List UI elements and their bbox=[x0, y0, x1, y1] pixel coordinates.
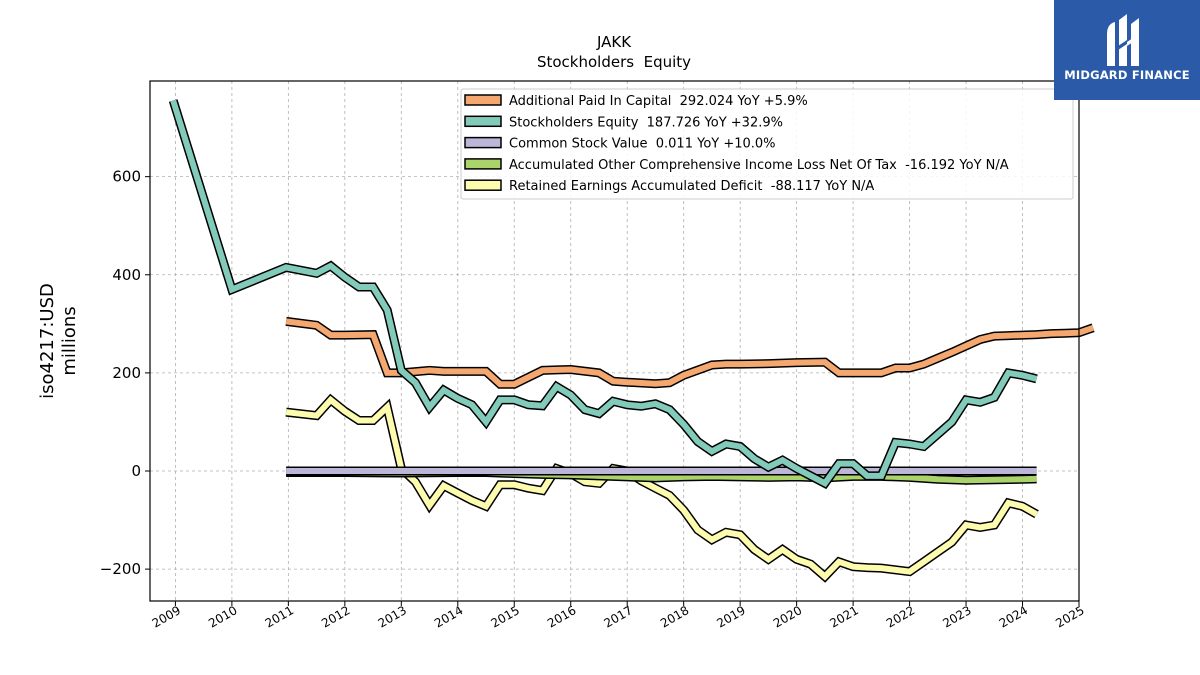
y-tick-label: 200 bbox=[112, 364, 141, 382]
plot-area-border bbox=[149, 80, 1080, 602]
x-tick-label: 2020 bbox=[771, 603, 804, 630]
y-tick-label: 400 bbox=[112, 266, 141, 284]
chart-subtitle: Stockholders Equity bbox=[537, 53, 691, 71]
y-axis-label: iso4217:USD millions bbox=[37, 283, 80, 399]
y-axis-label-line: iso4217:USD bbox=[37, 283, 58, 399]
x-tick-label: 2019 bbox=[714, 603, 747, 630]
legend-swatch bbox=[464, 115, 502, 128]
x-tick-label: 2011 bbox=[263, 603, 296, 630]
x-tick-label: 2015 bbox=[489, 603, 522, 630]
y-tick-label: 600 bbox=[112, 168, 141, 186]
x-tick-label: 2014 bbox=[432, 603, 465, 630]
legend-label: Stockholders Equity 187.726 YoY +32.9% bbox=[509, 115, 783, 130]
x-tick-label: 2009 bbox=[150, 603, 183, 630]
series-line bbox=[170, 99, 1038, 488]
x-tick-label: 2018 bbox=[658, 603, 691, 630]
legend-swatch bbox=[464, 94, 502, 106]
x-tick-label: 2012 bbox=[319, 603, 352, 630]
x-tick-label: 2013 bbox=[376, 603, 409, 630]
x-tick-label: 2025 bbox=[1053, 603, 1086, 630]
legend-box bbox=[460, 88, 1074, 200]
y-tick-label: −200 bbox=[100, 560, 141, 578]
series-layer bbox=[168, 99, 1095, 583]
brand-logo-mark-icon bbox=[1107, 14, 1139, 66]
x-tick-label: 2022 bbox=[884, 603, 917, 630]
brand-name: MIDGARD FINANCE bbox=[1064, 68, 1190, 82]
legend-label: Additional Paid In Capital 292.024 YoY +… bbox=[509, 94, 808, 109]
y-tick-label: 0 bbox=[131, 462, 141, 480]
brand-logo: MIDGARD FINANCE bbox=[1054, 0, 1200, 100]
y-axis: −200 0 200 400 600 bbox=[100, 168, 150, 578]
legend-label: Retained Earnings Accumulated Deficit -8… bbox=[509, 179, 874, 194]
series-line bbox=[285, 318, 1095, 388]
chart-title: JAKK bbox=[596, 33, 632, 51]
x-tick-label: 2023 bbox=[940, 603, 973, 630]
legend-swatch bbox=[464, 179, 502, 191]
legend-swatch bbox=[464, 158, 502, 170]
x-tick-label: 2024 bbox=[997, 603, 1030, 630]
x-tick-label: 2010 bbox=[206, 603, 239, 630]
legend-label: Common Stock Value 0.011 YoY +10.0% bbox=[509, 137, 776, 152]
x-axis: 2009 2010 2011 2012 2013 2014 2015 2016 2017 2018… bbox=[150, 601, 1087, 631]
x-tick-label: 2016 bbox=[545, 603, 578, 630]
legend-label: Accumulated Other Comprehensive Income L… bbox=[509, 158, 1009, 173]
legend-swatch bbox=[464, 136, 502, 149]
y-axis-label-line: millions bbox=[59, 306, 80, 375]
x-tick-label: 2021 bbox=[827, 603, 860, 630]
series-line bbox=[285, 395, 1039, 581]
legend: Additional Paid In Capital 292.024 YoY +… bbox=[460, 88, 1074, 200]
x-tick-label: 2017 bbox=[601, 603, 634, 630]
